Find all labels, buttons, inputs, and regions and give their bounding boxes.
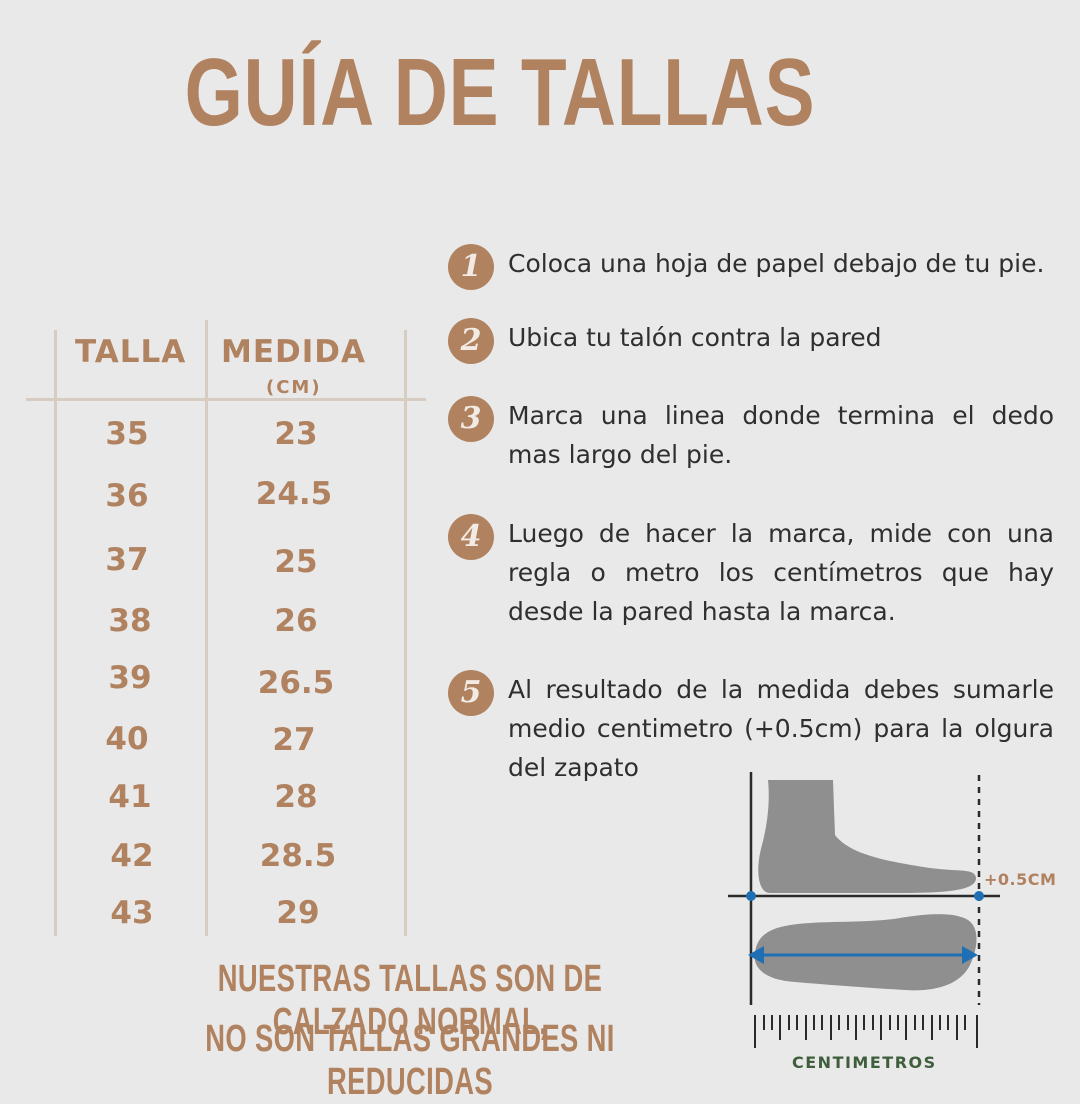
measure-point-heel: [746, 891, 756, 901]
step-number-badge: 2: [448, 318, 494, 364]
table-cell-talla: 40: [105, 721, 149, 757]
table-cell-medida: 26: [274, 603, 318, 639]
step-text: Al resultado de la medida debes sumarle …: [508, 675, 1054, 782]
table-cell-talla: 37: [105, 542, 149, 578]
foot-side-icon: [758, 780, 976, 893]
header-medida: MEDIDA: [221, 334, 367, 370]
table-cell-medida: 23: [274, 416, 318, 452]
table-cell-medida: 28.5: [259, 838, 337, 874]
table-cell-medida: 25: [274, 544, 318, 580]
table-cell-medida: 28: [274, 779, 318, 815]
table-cell-talla: 41: [108, 779, 152, 815]
arrow-head-left: [748, 946, 764, 964]
header-talla: TALLA: [75, 334, 187, 370]
step-text: Coloca una hoja de papel debajo de tu pi…: [508, 249, 1045, 278]
table-cell-medida: 24.5: [255, 476, 333, 512]
header-unit: (CM): [266, 377, 322, 398]
ruler: [754, 1015, 978, 1048]
step-number-badge: 5: [448, 670, 494, 716]
table-cell-medida: 27: [272, 722, 316, 758]
measure-point-toe: [974, 891, 984, 901]
table-cell-talla: 35: [105, 416, 149, 452]
size-table: TALLA MEDIDA (CM) 35 23 36 24.5 37 25 38…: [0, 0, 440, 960]
step-text: Marca una linea donde termina el dedo ma…: [508, 401, 1054, 469]
table-cell-talla: 43: [110, 895, 154, 931]
step-number-badge: 1: [448, 244, 494, 290]
table-cell-talla: 42: [110, 838, 154, 874]
ruler-label: CENTIMETROS: [792, 1053, 937, 1072]
step-number-badge: 3: [448, 396, 494, 442]
table-cell-medida: 26.5: [257, 665, 335, 701]
foot-measure-diagram: [728, 772, 1000, 1048]
table-divider: [26, 398, 426, 401]
table-cell-medida: 29: [276, 895, 320, 931]
table-divider: [54, 330, 57, 936]
footer-line-1: NUESTRAS TALLAS SON DE CALZADO NORMAL,: [217, 958, 603, 1043]
step-text: Ubica tu talón contra la pared: [508, 323, 882, 352]
table-cell-talla: 36: [105, 478, 149, 514]
offset-label: +0.5CM: [984, 870, 1057, 889]
page-title: GUÍA DE TALLAS: [184, 39, 816, 146]
step-text: Luego de hacer la marca, mide con una re…: [508, 519, 1054, 626]
table-divider: [404, 330, 407, 936]
step-number-badge: 4: [448, 514, 494, 560]
arrow-head-right: [962, 946, 978, 964]
foot-top-icon: [754, 914, 977, 991]
table-cell-talla: 39: [108, 660, 152, 696]
table-cell-talla: 38: [108, 603, 152, 639]
footer-line-2: NO SON TALLAS GRANDES NI REDUCIDAS: [205, 1018, 615, 1103]
table-divider: [205, 320, 208, 936]
